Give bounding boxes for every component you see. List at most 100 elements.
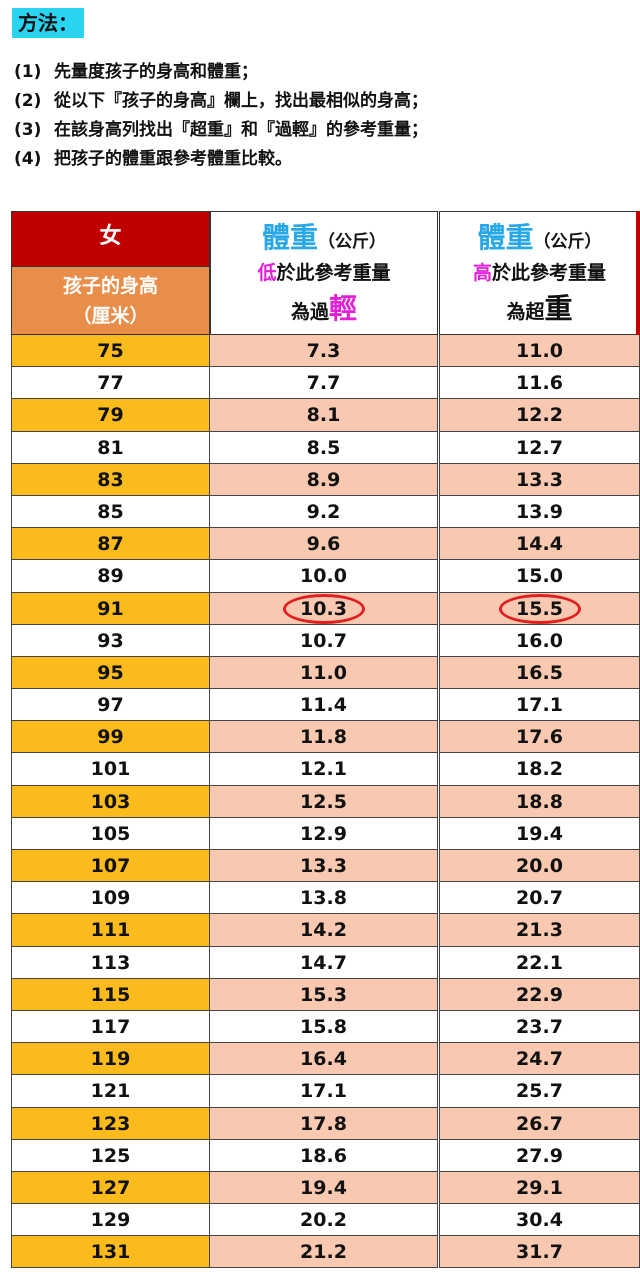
height-cell: 81 <box>11 431 210 464</box>
overweight-cell: 22.9 <box>439 978 640 1011</box>
overweight-cell-value: 20.7 <box>516 887 563 910</box>
table-row: 109 13.8 20.7 <box>11 882 640 915</box>
overweight-cell-value: 17.6 <box>516 726 563 749</box>
overweight-cell: 29.1 <box>439 1171 640 1205</box>
overweight-cell-value: 14.4 <box>516 533 563 556</box>
underweight-cell: 7.3 <box>210 335 438 368</box>
height-cell-value: 131 <box>90 1241 131 1264</box>
overweight-cell: 22.1 <box>439 946 640 979</box>
overweight-cell-value: 30.4 <box>516 1209 563 1232</box>
overweight-cell: 20.0 <box>439 850 640 883</box>
height-column-header: 女 孩子的身高 （厘米） <box>11 211 210 335</box>
underweight-cell: 11.4 <box>210 689 438 722</box>
overweight-cell: 18.2 <box>439 753 640 786</box>
table-header: 女 孩子的身高 （厘米） 體重（公斤） 低於此參考重量 為過輕 體重（公斤） 高… <box>11 211 640 335</box>
underweight-cell-value: 12.9 <box>300 822 347 845</box>
table-row: 93 10.7 16.0 <box>11 624 640 657</box>
underweight-cell: 9.2 <box>210 495 438 529</box>
table-row: 75 7.3 11.0 <box>11 335 640 368</box>
overweight-cell: 13.9 <box>439 495 640 529</box>
highlight-circle <box>282 593 365 624</box>
underweight-cell: 15.3 <box>210 978 438 1011</box>
overweight-cell-value: 26.7 <box>516 1112 563 1135</box>
table-row: 113 14.7 22.1 <box>11 946 640 979</box>
height-cell: 121 <box>11 1075 210 1108</box>
overweight-cell-value: 13.9 <box>516 500 563 523</box>
low-word: 低 <box>257 262 277 284</box>
underweight-cell: 13.8 <box>210 882 438 915</box>
overweight-cell: 27.9 <box>439 1139 640 1172</box>
table-row: 79 8.1 12.2 <box>11 399 640 432</box>
height-cell: 77 <box>11 367 210 400</box>
overweight-cell-value: 22.9 <box>516 983 563 1006</box>
underweight-cell: 16.4 <box>210 1043 438 1076</box>
overweight-cell-value: 27.9 <box>516 1144 563 1167</box>
height-cell-value: 81 <box>97 436 124 459</box>
height-cell-value: 85 <box>97 500 124 523</box>
table-row: 105 12.9 19.4 <box>11 817 640 850</box>
height-cell-value: 127 <box>90 1176 131 1199</box>
gender-label: 女 <box>11 211 210 267</box>
height-label-line1: 孩子的身高 <box>62 275 158 297</box>
high-word: 高 <box>472 262 492 284</box>
height-cell-value: 121 <box>90 1080 131 1103</box>
table-row: 81 8.5 12.7 <box>11 431 640 464</box>
overweight-cell-value: 17.1 <box>516 694 563 717</box>
table-row: 125 18.6 27.9 <box>11 1139 640 1172</box>
overweight-cell: 13.3 <box>439 463 640 496</box>
table-body: 75 7.3 11.0 77 7.7 11.6 79 8.1 12.2 81 8.5 12.7 83 8.… <box>11 335 640 1269</box>
height-cell-value: 115 <box>90 983 131 1006</box>
overweight-cell: 16.5 <box>439 656 640 690</box>
overweight-cell-value: 15.0 <box>516 565 563 588</box>
underweight-cell: 8.1 <box>210 399 438 432</box>
table-row: 101 12.1 18.2 <box>11 753 640 786</box>
height-cell: 123 <box>11 1107 210 1140</box>
overweight-cell-value: 18.8 <box>516 790 563 813</box>
overweight-cell: 30.4 <box>439 1204 640 1237</box>
height-cell-value: 109 <box>90 887 131 910</box>
overweight-cell: 18.8 <box>439 785 640 818</box>
underweight-cell-value: 11.8 <box>300 726 347 749</box>
underweight-cell-value: 7.3 <box>306 340 341 362</box>
height-cell: 83 <box>11 463 210 496</box>
light-word: 輕 <box>329 292 358 325</box>
overweight-cell-value: 22.1 <box>516 951 563 974</box>
underweight-cell: 17.1 <box>210 1075 438 1108</box>
overweight-cell: 17.6 <box>439 721 640 754</box>
height-cell: 89 <box>11 560 210 593</box>
height-cell: 97 <box>11 689 210 722</box>
height-cell: 125 <box>11 1139 210 1172</box>
height-cell: 117 <box>11 1010 210 1044</box>
overweight-cell: 16.0 <box>439 624 640 657</box>
table-row: 107 13.3 20.0 <box>11 850 640 883</box>
height-cell: 75 <box>11 335 210 368</box>
height-cell-value: 87 <box>97 533 124 556</box>
height-cell-value: 89 <box>97 565 124 588</box>
underweight-cell: 7.7 <box>210 367 438 400</box>
weight-unit: （公斤） <box>533 232 602 252</box>
step-number: (2) <box>14 91 42 111</box>
table-row: 127 19.4 29.1 <box>11 1171 640 1205</box>
reference-text: 於此參考重量 <box>492 262 607 284</box>
table-row: 103 12.5 18.8 <box>11 785 640 818</box>
table-row: 121 17.1 25.7 <box>11 1075 640 1108</box>
underweight-cell-value: 12.1 <box>300 758 347 781</box>
table-row: 119 16.4 24.7 <box>11 1043 640 1076</box>
overweight-cell-value: 31.7 <box>516 1241 563 1264</box>
height-cell: 103 <box>11 785 210 818</box>
underweight-cell: 8.9 <box>210 463 438 496</box>
step-number: (1) <box>14 62 42 82</box>
instruction-step: (4) 把孩子的體重跟參考體重比較。 <box>14 145 634 174</box>
underweight-cell-value: 10.0 <box>300 565 347 588</box>
underweight-cell-value: 11.4 <box>300 694 347 717</box>
overweight-cell: 23.7 <box>439 1010 640 1044</box>
underweight-cell: 20.2 <box>210 1204 438 1237</box>
height-cell-value: 129 <box>90 1209 131 1232</box>
weight-reference-table: 女 孩子的身高 （厘米） 體重（公斤） 低於此參考重量 為過輕 體重（公斤） 高… <box>11 211 640 1271</box>
height-cell: 105 <box>11 817 210 850</box>
overweight-cell: 25.7 <box>439 1075 640 1108</box>
overweight-cell: 24.7 <box>439 1043 640 1076</box>
underweight-cell-value: 17.1 <box>300 1080 347 1103</box>
height-cell: 115 <box>11 978 210 1011</box>
height-cell-value: 125 <box>90 1144 131 1167</box>
